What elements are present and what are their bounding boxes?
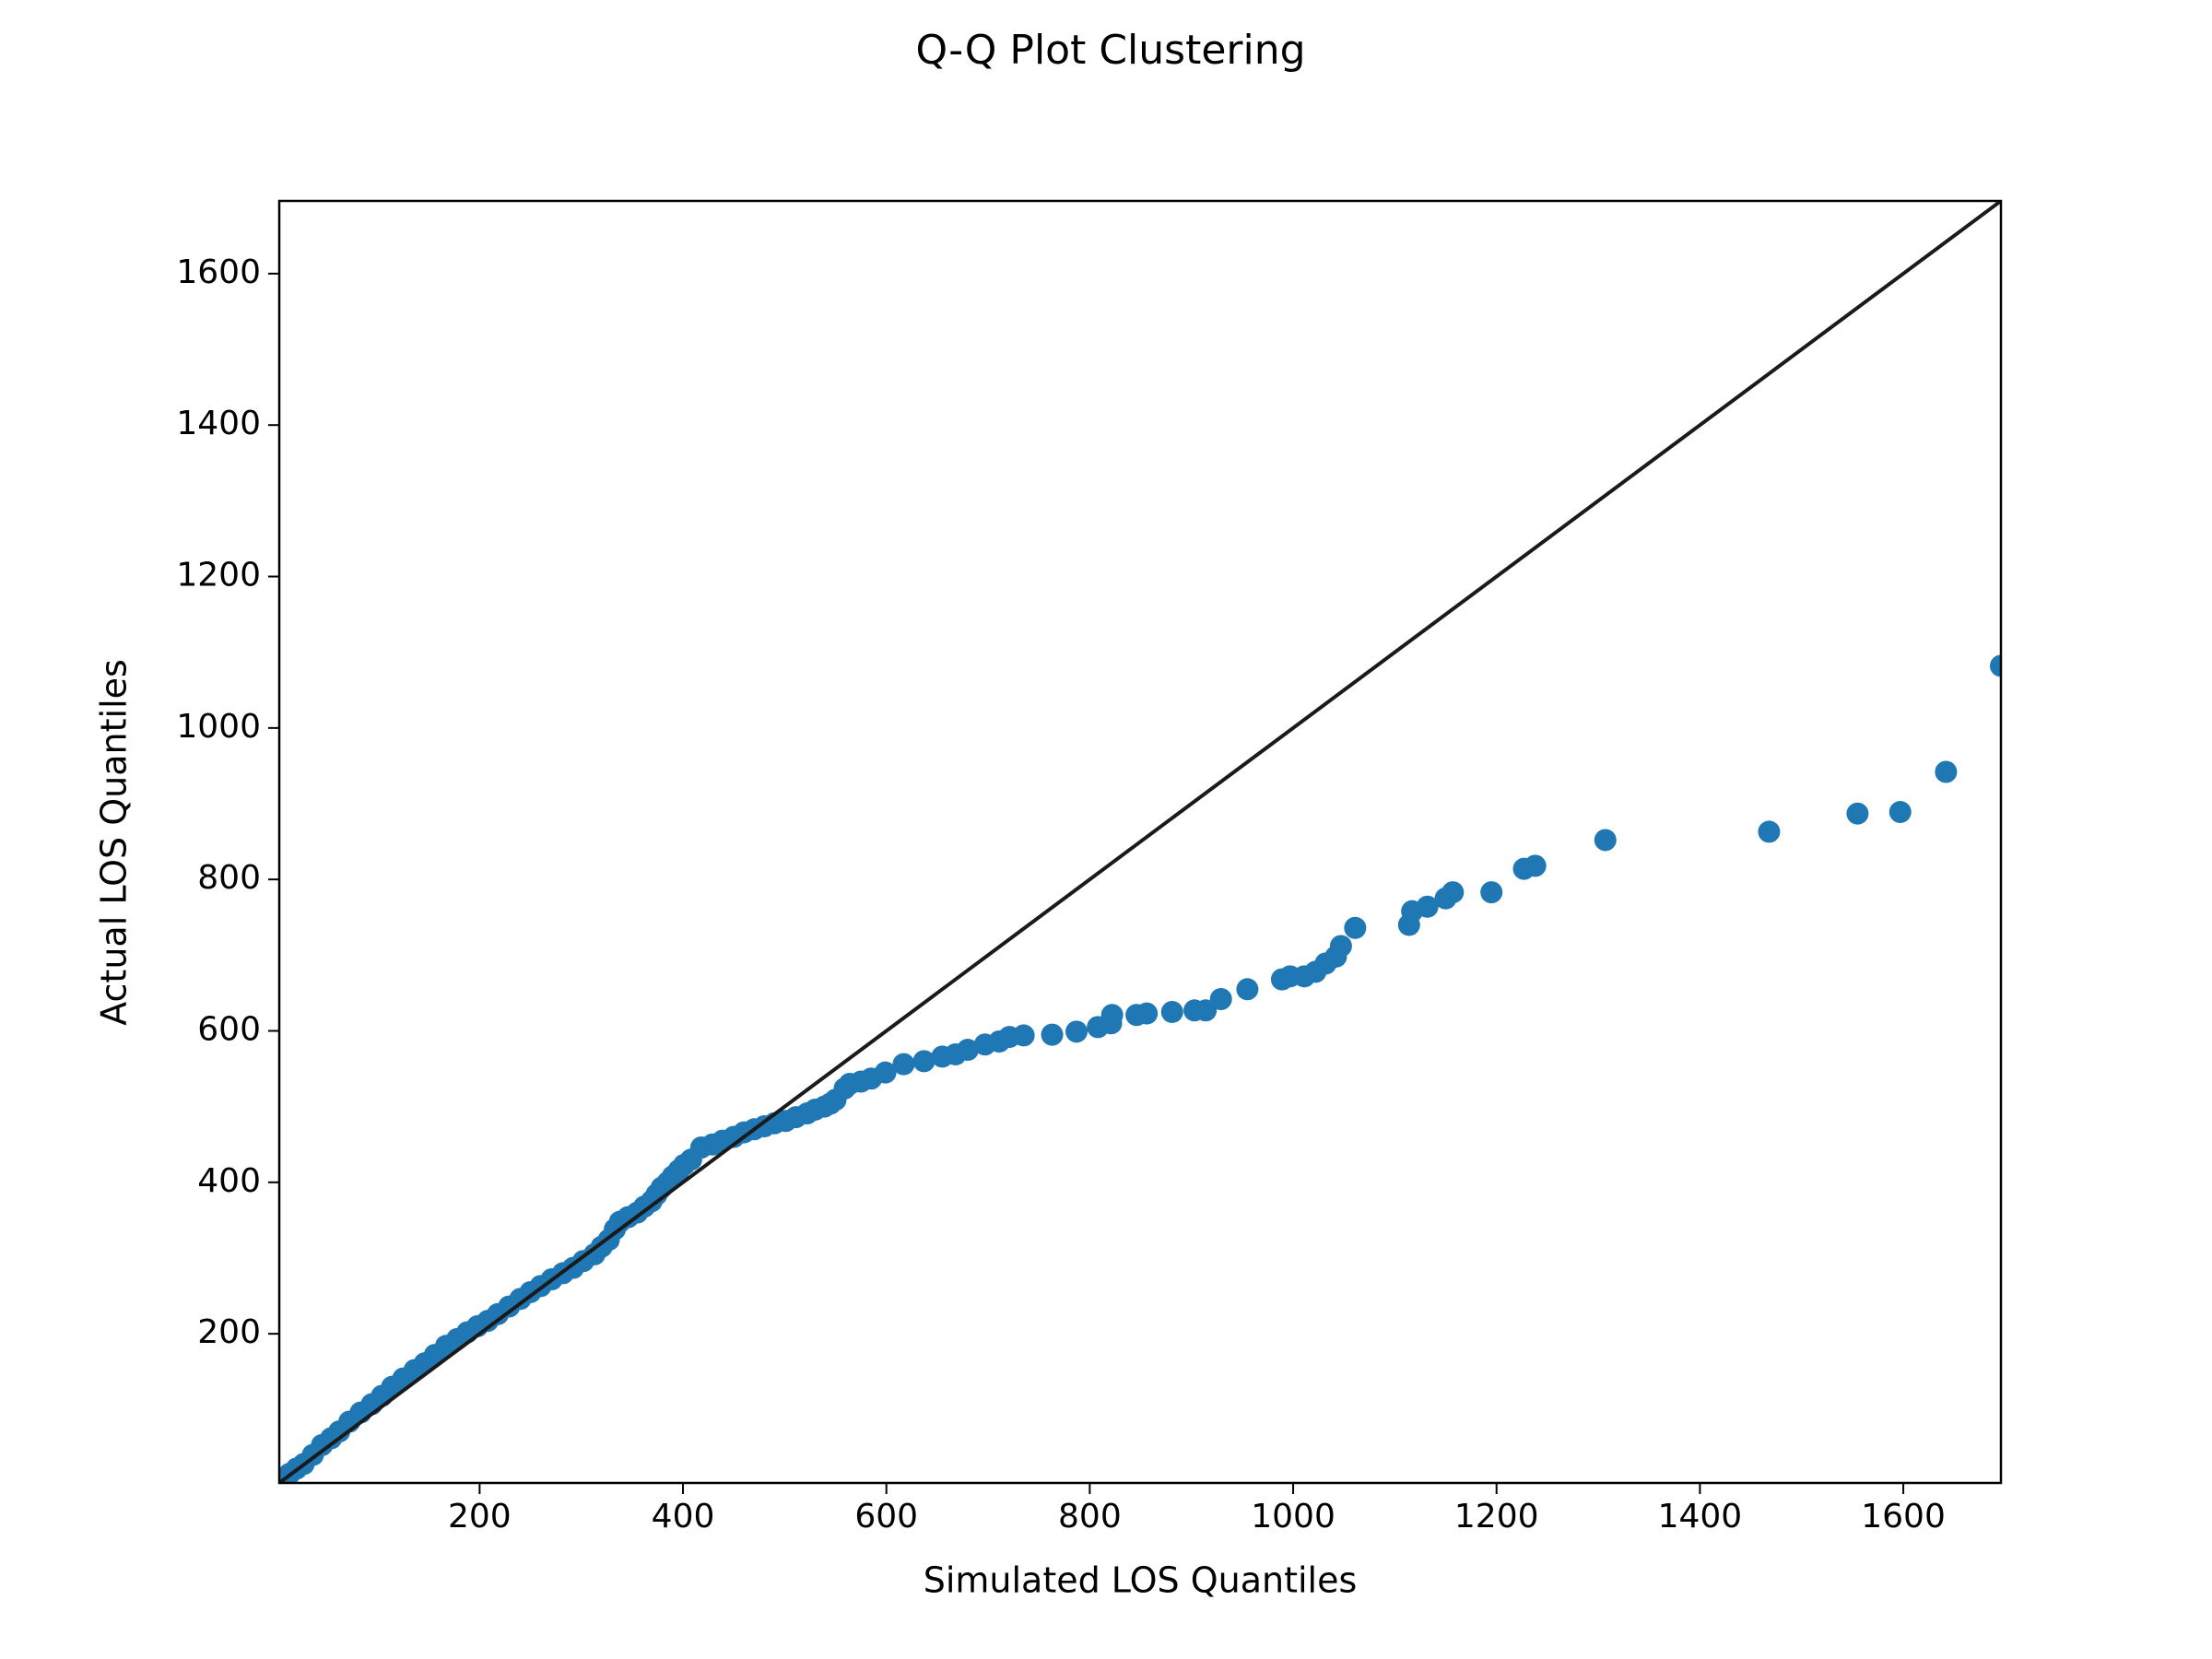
chart-title: Q-Q Plot Clustering [915,27,1305,74]
y-tick-label: 600 [197,1010,261,1048]
point [1100,1004,1124,1027]
point [1990,654,2001,677]
x-tick-label: 400 [652,1498,715,1535]
y-tick-label: 1000 [176,708,261,746]
y-tick-label: 200 [197,1313,261,1351]
point [1416,895,1439,918]
point [1846,802,1869,825]
point [892,1053,915,1076]
point [1329,935,1352,958]
x-tick-label: 1600 [1861,1498,1946,1535]
point [1480,881,1503,904]
point [1194,999,1218,1022]
y-axis-label: Actual LOS Quantiles [94,659,135,1026]
y-tick-label: 800 [197,859,261,897]
point [1065,1020,1088,1043]
point [912,1050,935,1073]
point [1041,1023,1064,1046]
x-axis-label: Simulated LOS Quantiles [924,1560,1358,1601]
point [1935,760,1958,783]
point [1888,801,1912,824]
point [1524,854,1547,877]
point [1344,916,1367,939]
point [1594,829,1617,852]
x-tick-label: 1200 [1454,1498,1539,1535]
x-tick-label: 800 [1058,1498,1122,1535]
axes-frame [277,199,2003,1485]
x-tick-label: 1000 [1251,1498,1335,1535]
point [1135,1002,1159,1025]
point [1758,820,1781,843]
plot-area [279,201,2001,1483]
x-tick-label: 600 [854,1498,918,1535]
point [1441,881,1465,904]
reference-line [279,201,2001,1483]
y-tick-label: 1600 [176,253,261,291]
point [1012,1024,1035,1047]
y-tick-label: 1400 [176,405,261,442]
y-tick-label: 400 [197,1162,261,1200]
point [874,1061,897,1084]
y-tick-label: 1200 [176,557,261,594]
point [1160,1000,1183,1023]
point [1236,978,1259,1001]
point [1209,987,1232,1010]
x-tick-label: 1400 [1658,1498,1743,1535]
point [956,1039,979,1062]
x-tick-label: 200 [448,1498,512,1535]
